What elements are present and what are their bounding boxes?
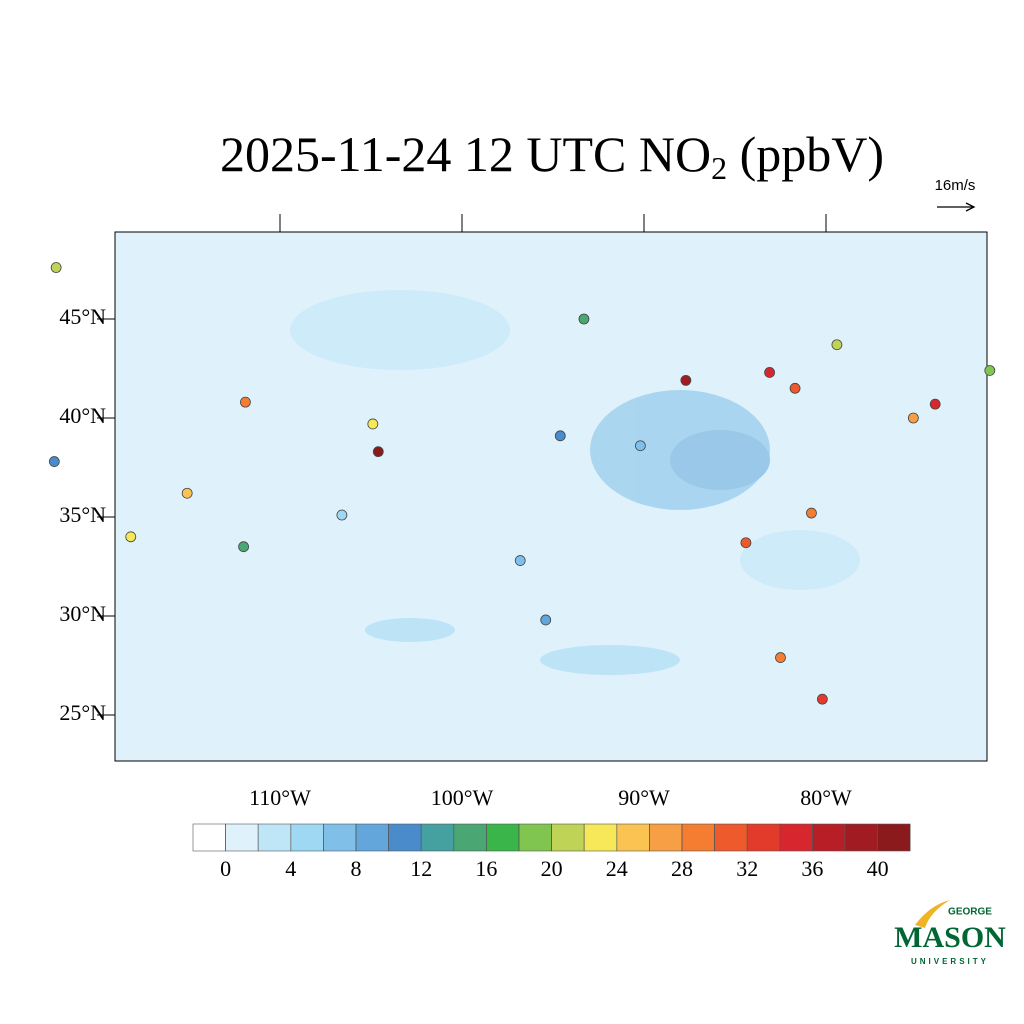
colorbar-tick-label: 36 [801,856,823,881]
station [680,374,692,386]
station [831,339,843,351]
colorbar-box [681,823,715,852]
title-unit: (ppbV) [727,126,884,182]
lon-tick-label: 110°W [249,785,311,810]
station [578,313,590,325]
colorbar-box [225,823,259,852]
colorbar-box [583,823,618,852]
lat-tick-label: 30°N [59,601,106,626]
lon-tick-label: 90°W [618,785,670,810]
station [367,418,379,430]
station [789,382,801,394]
station [554,430,566,442]
station [775,652,786,663]
colorbar-box [877,823,911,852]
colorbar-tick-label: 12 [410,856,432,881]
colorbar-tick-label: 4 [285,856,296,881]
station [540,614,552,626]
lat-tick-label: 35°N [59,502,106,527]
colorbar-box [355,823,389,852]
station [929,398,941,410]
logo: GEORGE MASON UNIVERSITY [894,900,1006,966]
colorbar-box [420,823,455,852]
colorbar-tick-label: 0 [220,856,231,881]
colorbar-tick-label: 28 [671,856,693,881]
station [806,507,817,519]
wind-reference-label: 16m/s [935,177,976,194]
colorbar-box [714,823,748,852]
logo-bottom: UNIVERSITY [911,957,989,966]
logo-main: MASON [894,921,1006,954]
station [238,541,250,553]
colorbar-box [551,823,585,852]
colorbar-tick-label: 8 [351,856,362,881]
colorbar-box [388,823,422,852]
colorbar-tick-label: 40 [867,856,889,881]
station [634,440,646,452]
colorbar-box [192,823,226,852]
colorbar-box [323,823,357,852]
colorbar-box [812,823,846,852]
station [240,396,251,408]
colorbar-box [486,823,520,852]
lon-tick-label: 80°W [800,785,852,810]
colorbar-tick-label: 20 [541,856,563,881]
colorbar-box [518,823,552,852]
lon-tick-label: 100°W [431,785,494,810]
lat-tick-label: 25°N [59,700,106,725]
colorbar-box [257,823,292,852]
logo-top: GEORGE [948,907,992,918]
station [984,365,996,376]
colorbar-box [453,823,487,852]
field-shading [290,290,860,675]
colorbar-box [779,823,813,852]
station [48,456,60,467]
lat-tick-label: 40°N [59,403,106,428]
station [514,555,526,566]
title-main: 2025-11-24 12 UTC NO [220,126,711,182]
station [336,509,348,521]
station [372,446,384,458]
colorbar-tick-label: 16 [475,856,497,881]
colorbar-tick-label: 24 [606,856,628,881]
station [907,412,919,424]
lat-tick-label: 45°N [59,304,106,329]
map-frame [114,231,988,762]
station [181,487,193,499]
station [816,693,828,705]
colorbar-box [844,823,878,852]
map-title: 2025-11-24 12 UTC NO2 (ppbV) [220,126,884,186]
station [740,537,752,549]
colorbar-box [746,823,781,852]
station [50,262,62,273]
colorbar-box [290,823,324,852]
title-subscript: 2 [711,150,727,186]
wind-reference-arrow [937,202,976,212]
station [125,531,137,543]
colorbar-tick-label: 32 [736,856,758,881]
colorbar-box [616,823,650,852]
colorbar-box [649,823,683,852]
station [764,367,775,378]
